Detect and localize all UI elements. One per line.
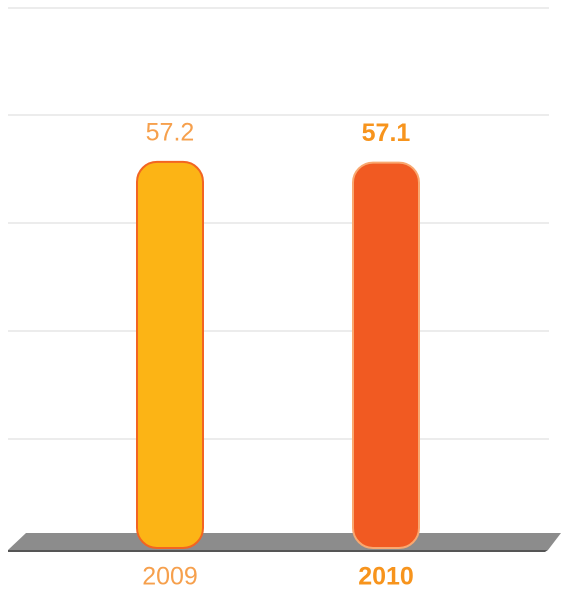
value-label: 57.2 [146, 119, 195, 147]
x-tick-label: 2010 [358, 563, 414, 591]
bar [136, 160, 204, 549]
floor-edge [8, 550, 548, 552]
bar [352, 161, 420, 549]
value-label: 57.1 [362, 119, 411, 147]
x-tick-label: 2009 [142, 563, 198, 591]
floor [8, 533, 561, 550]
